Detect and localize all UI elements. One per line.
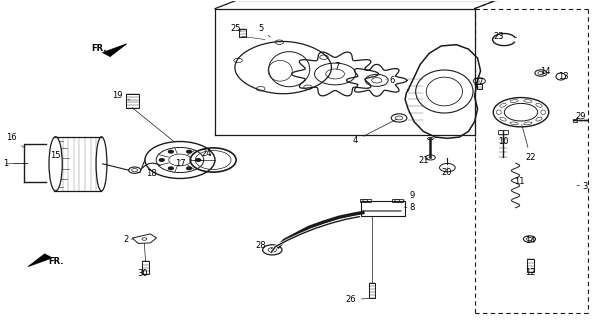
Text: 4: 4 — [353, 119, 397, 145]
Text: FR.: FR. — [48, 258, 64, 267]
Text: 24: 24 — [202, 149, 212, 158]
Bar — [360, 199, 371, 202]
Text: 14: 14 — [525, 236, 536, 245]
Text: 29: 29 — [575, 112, 586, 121]
Text: 10: 10 — [499, 137, 509, 146]
Text: 21: 21 — [418, 156, 428, 165]
Circle shape — [159, 159, 164, 161]
Text: 12: 12 — [525, 268, 536, 277]
Text: 9: 9 — [405, 191, 415, 200]
Text: 19: 19 — [112, 91, 129, 100]
Text: 2: 2 — [123, 235, 132, 244]
Circle shape — [187, 167, 192, 170]
Text: 25: 25 — [231, 24, 241, 33]
Text: 27: 27 — [474, 78, 484, 87]
Text: 11: 11 — [514, 177, 525, 186]
Circle shape — [196, 159, 201, 161]
Text: 3: 3 — [577, 182, 587, 191]
Text: 23: 23 — [493, 32, 504, 41]
Bar — [392, 199, 403, 202]
Text: 30: 30 — [137, 269, 148, 278]
Text: 6: 6 — [386, 76, 394, 85]
Bar — [498, 130, 508, 133]
Bar — [477, 84, 482, 89]
Text: 26: 26 — [345, 295, 369, 304]
Text: 1: 1 — [3, 159, 19, 168]
Text: 16: 16 — [6, 132, 24, 147]
Text: 28: 28 — [255, 241, 272, 250]
Text: 15: 15 — [50, 151, 60, 160]
Text: 7: 7 — [334, 62, 339, 71]
Text: 17: 17 — [175, 159, 186, 168]
Text: 5: 5 — [258, 24, 270, 37]
Circle shape — [168, 167, 173, 170]
Text: 14: 14 — [540, 67, 551, 76]
Circle shape — [187, 150, 192, 153]
Bar — [238, 28, 246, 36]
Bar — [361, 201, 405, 216]
Circle shape — [168, 150, 173, 153]
Text: 20: 20 — [441, 168, 451, 177]
Bar — [528, 260, 534, 272]
Text: 13: 13 — [558, 72, 569, 81]
Text: 8: 8 — [405, 203, 415, 212]
Bar — [573, 119, 577, 122]
Polygon shape — [102, 44, 127, 57]
Polygon shape — [28, 254, 52, 267]
Bar — [368, 283, 375, 298]
Bar — [142, 261, 149, 274]
Bar — [126, 94, 139, 108]
Text: 18: 18 — [137, 169, 157, 178]
Text: 22: 22 — [522, 124, 536, 162]
Text: FR.: FR. — [91, 44, 106, 53]
